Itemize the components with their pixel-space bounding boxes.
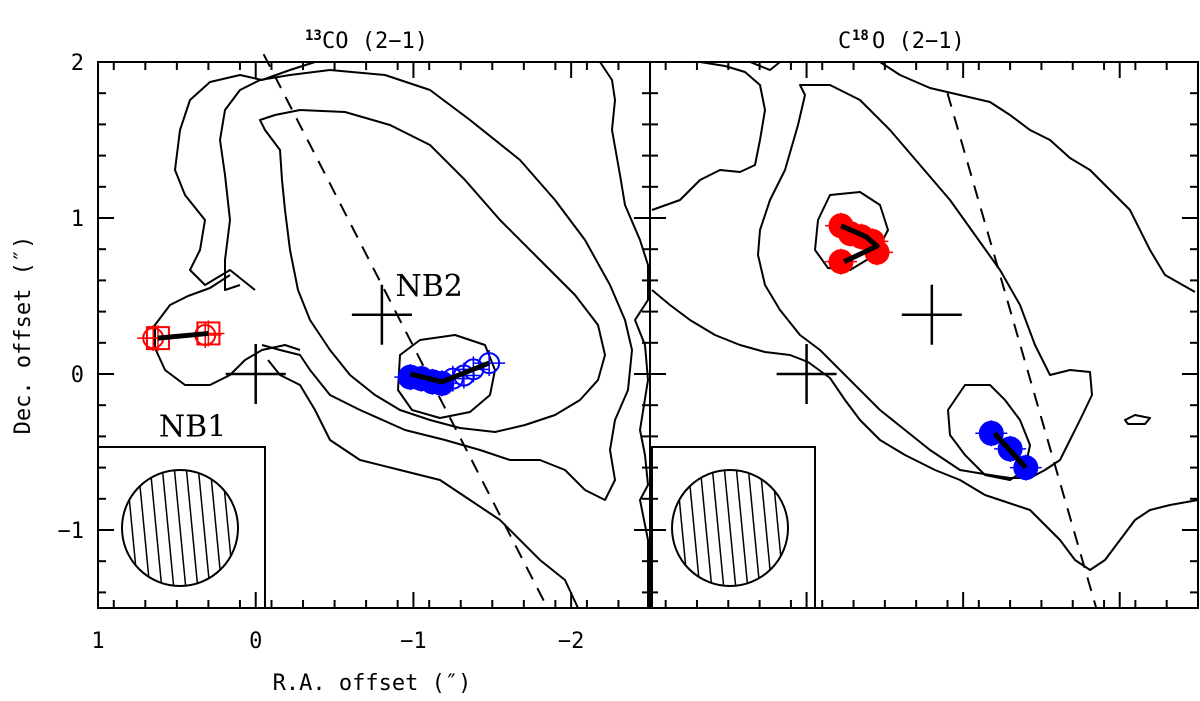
beam-hatch-line <box>711 470 725 586</box>
panel2-contour-topleft <box>651 61 766 211</box>
data-point-filled <box>828 249 854 275</box>
beam-circle-2 <box>671 469 789 587</box>
beam-box-2 <box>651 446 816 609</box>
beam-inset-1 <box>97 446 266 609</box>
source-crosses <box>225 284 962 404</box>
beam-hatch-line <box>652 465 664 590</box>
panel2-contour-topright <box>749 61 1196 293</box>
x-tick-label: −2 <box>558 629 585 654</box>
fit-line <box>157 330 209 341</box>
beam-inset-2 <box>651 446 816 609</box>
beam-circle-1 <box>121 469 239 587</box>
y-tick-label: −1 <box>58 519 85 544</box>
x-axis-label: R.A. offset (″) <box>273 671 472 696</box>
label-nb2: NB2 <box>396 269 463 304</box>
beam-hatch-line <box>783 470 788 586</box>
beam-hatch-line <box>246 465 258 590</box>
x-tick-label: 0 <box>249 629 262 654</box>
position-angle-line <box>262 53 549 609</box>
beam-hatch-line <box>723 470 737 586</box>
panel2-contour-mid <box>757 84 1093 479</box>
panel1-contour-core <box>397 334 496 419</box>
beam-hatch-line <box>675 470 689 586</box>
y-tick-label: 0 <box>71 363 84 388</box>
beam-hatch-line <box>102 465 114 590</box>
beam-hatch-line <box>149 470 163 586</box>
beam-hatch-line <box>221 470 235 586</box>
beam-hatch-line <box>747 470 761 586</box>
panel1-contour-mid <box>219 69 633 501</box>
data-point-circle <box>478 352 501 375</box>
position-angle-line <box>946 92 1098 609</box>
beam-hatch-line <box>699 470 713 586</box>
fit-lines <box>157 223 1028 470</box>
beam-hatch-line <box>735 470 749 586</box>
data-point-circle <box>462 358 485 381</box>
panel2-title-sup: 18 <box>852 28 869 44</box>
beam-hatch-line <box>185 470 199 586</box>
panel2-title-prefix: C <box>838 29 851 54</box>
beam-hatch-line <box>173 470 187 586</box>
panel1-contours <box>154 61 649 609</box>
tick-labels: 1 0 −1 −2 2 1 0 −1 <box>58 51 585 654</box>
beam-hatch-line <box>233 470 238 586</box>
x-tick-label: −1 <box>400 629 427 654</box>
panel1-title-sup: 13 <box>305 28 322 44</box>
panel2-contour-large <box>651 289 1199 571</box>
beam-box-1 <box>97 446 266 609</box>
beam-hatch-2 <box>652 465 808 590</box>
panel1-contour-outer <box>174 61 649 609</box>
panel2-title-main: O (2−1) <box>872 29 965 54</box>
y-tick-label: 1 <box>71 207 84 232</box>
data-point-circle <box>441 367 464 390</box>
position-angle-lines <box>262 53 1098 609</box>
fit-line <box>840 223 880 264</box>
beam-hatch-line <box>771 470 785 586</box>
panel2-contours <box>651 61 1199 571</box>
beam-hatch-line <box>125 470 139 586</box>
beam-hatch-1 <box>102 465 258 590</box>
panel1-title: 13 CO (2−1) <box>305 28 428 54</box>
beam-hatch-line <box>796 465 808 590</box>
beam-hatch-line <box>122 470 127 586</box>
beam-hatch-line <box>672 470 677 586</box>
x-tick-label: 1 <box>91 629 104 654</box>
panel1-contour-nb1 <box>154 274 301 386</box>
panel2-contour-small <box>1124 414 1151 425</box>
source-labels: NB2 NB1 <box>159 269 463 444</box>
panel1-contour-inner <box>259 109 606 433</box>
label-nb1: NB1 <box>159 409 226 444</box>
panel1-title-main: CO (2−1) <box>322 29 428 54</box>
y-tick-label: 2 <box>71 51 84 76</box>
fit-line <box>992 431 1028 470</box>
panel2-title: C 18 O (2−1) <box>838 28 965 54</box>
beam-hatch-line <box>161 470 175 586</box>
y-axis-label: Dec. offset (″) <box>11 236 36 435</box>
axis-ticks <box>97 61 1198 608</box>
panel2-frame <box>649 61 1199 609</box>
beam-hatch-line <box>197 470 211 586</box>
fit-line <box>409 360 491 385</box>
